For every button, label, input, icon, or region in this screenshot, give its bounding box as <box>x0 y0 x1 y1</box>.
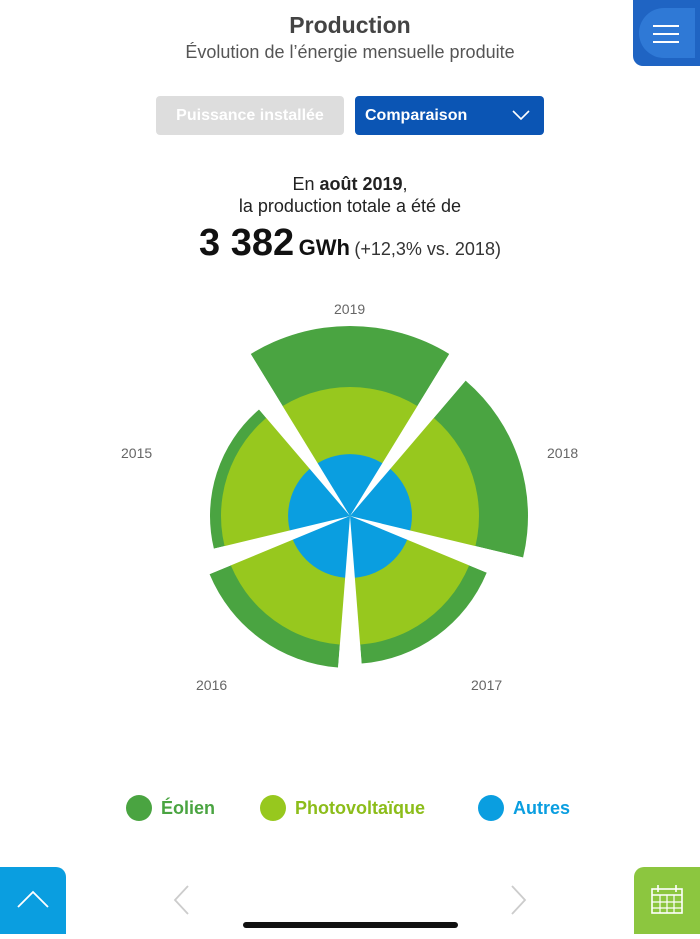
chart-label-2019: 2019 <box>334 301 366 317</box>
legend-swatch-eolien <box>126 795 152 821</box>
legend-swatch-photovoltaique <box>260 795 286 821</box>
chevron-up-icon <box>17 890 49 908</box>
total-delta: (+12,3% vs. 2018) <box>354 239 501 259</box>
tab-installed-power[interactable]: Puissance installée <box>156 96 344 135</box>
hamburger-menu-icon-bar-2 <box>653 33 679 35</box>
menu-button[interactable] <box>633 0 700 66</box>
wedge-photovoltaique-2019 <box>274 387 426 516</box>
legend-label-photovoltaique: Photovoltaïque <box>295 797 425 818</box>
chart-label-2016: 2016 <box>196 677 228 693</box>
wedge-autres-2019 <box>313 454 387 516</box>
chevron-right-icon[interactable] <box>510 884 528 916</box>
hamburger-menu-icon-bar-3 <box>653 41 679 43</box>
chart-label-2015: 2015 <box>121 445 153 461</box>
calendar-icon <box>651 885 683 914</box>
tab-comparison-label: Comparaison <box>365 106 468 124</box>
calendar-button[interactable] <box>634 867 700 934</box>
wedge-gap-2017 <box>350 516 545 593</box>
legend-swatch-autres <box>478 795 504 821</box>
tab-installed-power-label: Puissance installée <box>176 106 324 124</box>
production-polar-chart <box>155 326 545 700</box>
legend-item-eolien: Éolien <box>126 794 215 822</box>
tab-comparison-dropdown[interactable]: Comparaison <box>355 96 544 135</box>
summary-period: août 2019 <box>319 174 403 194</box>
home-indicator <box>243 922 458 928</box>
wedge-gap-2016 <box>335 516 365 700</box>
total-value: 3 382 <box>199 222 295 264</box>
scroll-up-button[interactable] <box>0 867 66 934</box>
total-unit: GWh <box>298 235 350 260</box>
wedge-gap-2018 <box>350 345 480 516</box>
summary-suffix: , <box>402 174 408 194</box>
legend-item-autres: Autres <box>478 794 570 822</box>
legend-item-photovoltaique: Photovoltaïque <box>260 794 425 822</box>
summary-line-1: En août 2019, <box>0 172 700 196</box>
hamburger-menu-icon <box>653 25 679 27</box>
summary-prefix: En <box>292 174 315 194</box>
chart-label-2017: 2017 <box>471 677 503 693</box>
chevron-down-icon <box>512 110 530 121</box>
legend-label-eolien: Éolien <box>161 797 216 818</box>
chevron-left-icon[interactable] <box>172 884 190 916</box>
page-subtitle: Évolution de l’énergie mensuelle produit… <box>185 42 515 62</box>
legend-label-autres: Autres <box>513 797 571 818</box>
summary-line-2: la production totale a été de <box>238 196 462 216</box>
summary-total: 3 382 GWh (+12,3% vs. 2018) <box>0 222 700 265</box>
wedge-gap-2015 <box>155 516 350 593</box>
wedge-autres-2015 <box>288 465 350 536</box>
wedge-autres-2018 <box>350 465 412 536</box>
chart-label-2018: 2018 <box>547 445 579 461</box>
page-title: Production <box>289 12 411 38</box>
wedge-gap-2019 <box>220 345 350 516</box>
